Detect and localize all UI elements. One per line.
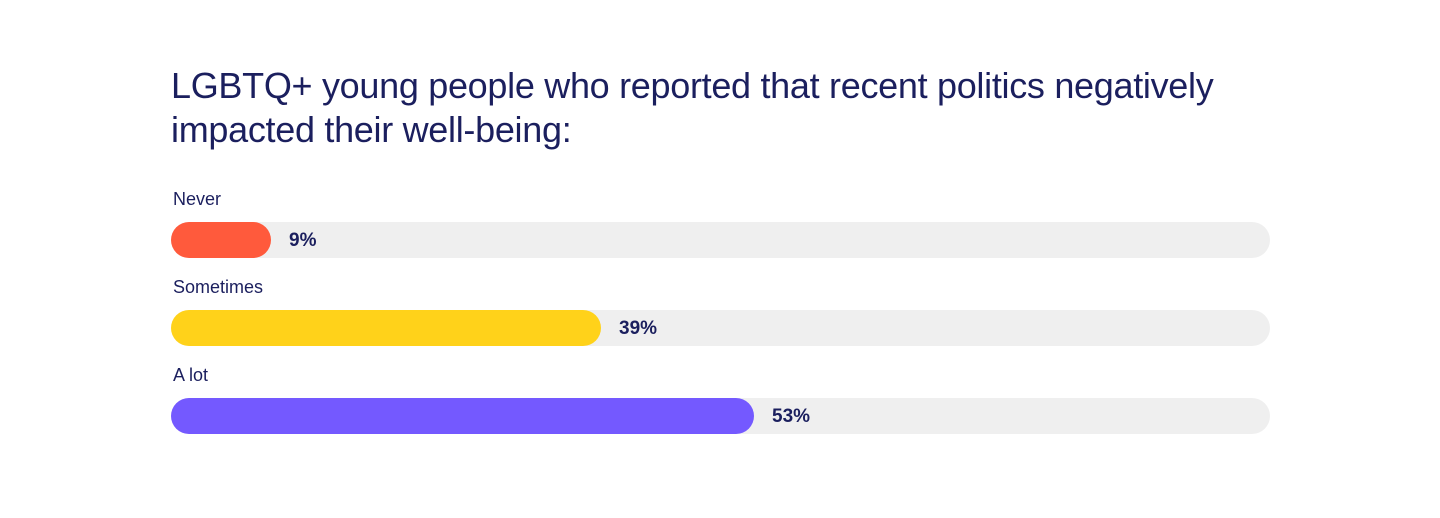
bar-row: A lot 53% [171, 364, 1270, 452]
data-label: 9% [289, 230, 317, 251]
bar-track: 53% [171, 398, 1270, 434]
data-label: 39% [619, 318, 658, 339]
chart-rows: Never 9% Sometimes 39% A lot 53% [171, 188, 1270, 452]
category-label: A lot [173, 365, 209, 385]
bar-track: 9% [171, 222, 1270, 258]
category-label: Sometimes [173, 277, 264, 297]
bar [171, 222, 271, 258]
bar [171, 310, 601, 346]
chart-title: LGBTQ+ young people who reported that re… [171, 65, 1214, 150]
data-label: 53% [772, 406, 811, 427]
bar-row: Never 9% [171, 188, 1270, 276]
bar-track: 39% [171, 310, 1270, 346]
category-label: Never [173, 189, 222, 209]
bar [171, 398, 754, 434]
bar-chart: LGBTQ+ young people who reported that re… [171, 64, 1270, 434]
bar-row: Sometimes 39% [171, 276, 1270, 364]
